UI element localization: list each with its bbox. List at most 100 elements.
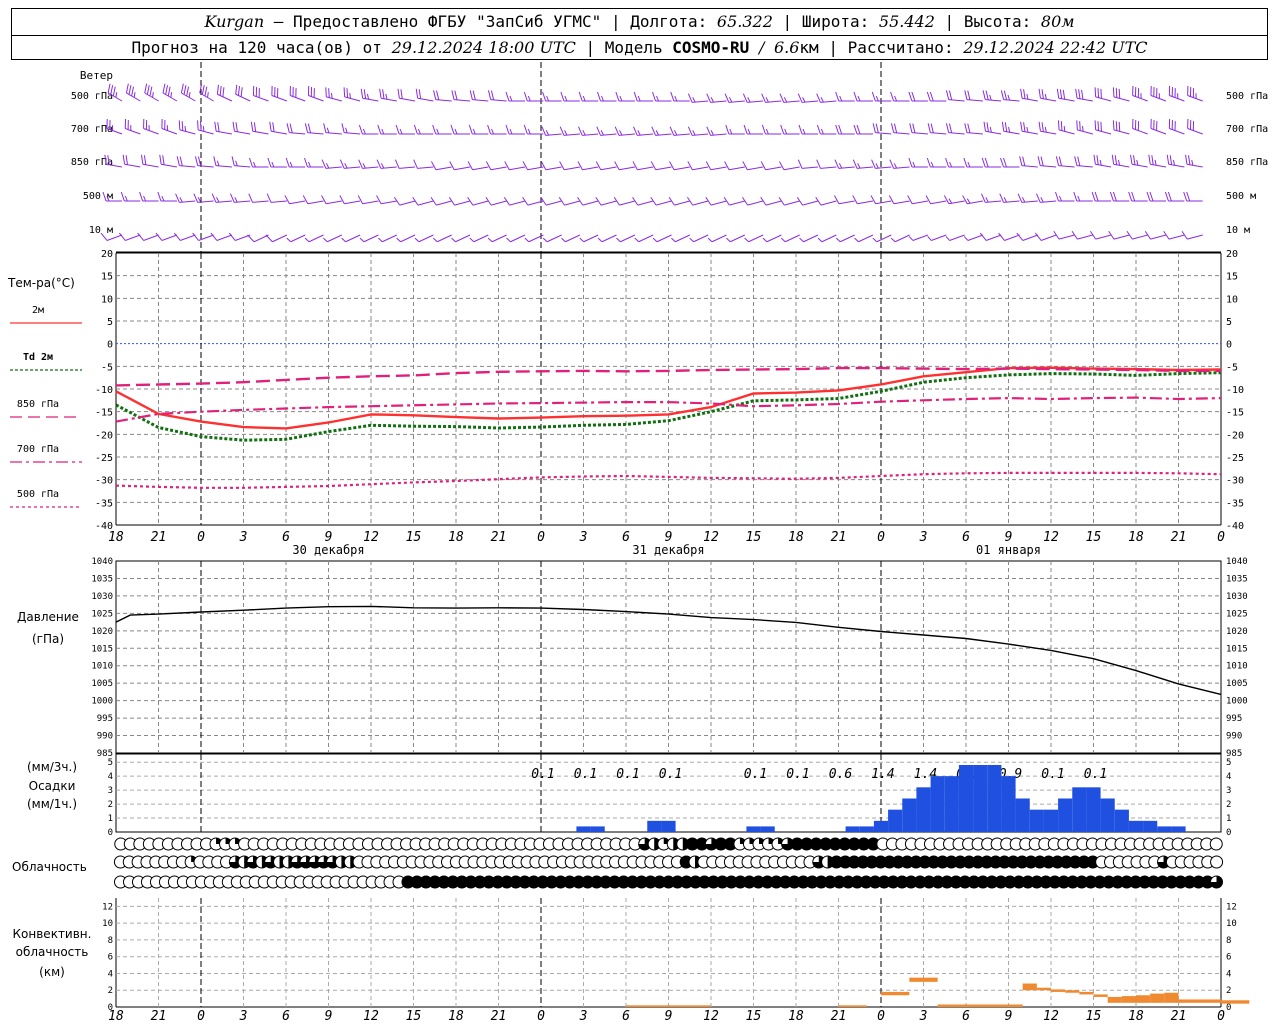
wind-barb bbox=[1126, 230, 1148, 240]
wind-barb-half bbox=[133, 92, 136, 98]
wind-barb-staff bbox=[417, 166, 434, 169]
wind-barb-flag bbox=[1168, 86, 1171, 96]
wind-barb-flag bbox=[632, 196, 639, 206]
pressure-tick-label: 1000 bbox=[91, 697, 113, 707]
pressure-tick-label: 985 bbox=[97, 749, 113, 759]
x-tick-label: 0 bbox=[197, 1009, 205, 1024]
x-tick-label: 3 bbox=[239, 1009, 248, 1024]
day-label: 31 декабря bbox=[632, 543, 704, 557]
wind-barb-flag bbox=[986, 122, 989, 132]
precip-bar bbox=[746, 826, 761, 832]
wind-barb bbox=[1094, 87, 1112, 102]
temp-series-1 bbox=[115, 371, 1222, 442]
precip-bar bbox=[1015, 798, 1030, 832]
wind-barb-half bbox=[1140, 93, 1142, 99]
conv-bar bbox=[626, 1005, 711, 1007]
wind-barb-staff bbox=[197, 165, 214, 168]
wind-barb-flag bbox=[1130, 154, 1133, 165]
wind-barb-flag bbox=[872, 123, 876, 133]
x-tick-label: 15 bbox=[1086, 530, 1102, 545]
precip-bar bbox=[1171, 826, 1186, 832]
wind-barb bbox=[871, 91, 892, 102]
wind-barb-staff bbox=[399, 200, 416, 206]
wind-barb-flag bbox=[237, 86, 240, 96]
wind-barb bbox=[687, 126, 709, 136]
wind-barb-flag bbox=[523, 124, 528, 135]
wind-barb bbox=[724, 93, 745, 103]
wind-barb bbox=[378, 234, 398, 243]
wind-barb bbox=[853, 91, 873, 102]
precip-bar bbox=[1001, 776, 1016, 832]
legend-label: 2м bbox=[32, 305, 44, 316]
wind-barb bbox=[125, 83, 141, 102]
day-label: 01 января bbox=[976, 543, 1041, 557]
temp-tick-label: -35 bbox=[95, 498, 113, 509]
temp-tick-label: -30 bbox=[95, 476, 113, 487]
wind-barb bbox=[651, 126, 672, 136]
wind-barb-staff bbox=[142, 163, 159, 168]
wind-barb-half bbox=[304, 237, 310, 243]
wind-barb bbox=[289, 86, 306, 102]
wind-barb bbox=[307, 86, 324, 102]
wind-barb bbox=[397, 88, 416, 102]
wind-barb-flag bbox=[418, 89, 422, 99]
wind-barb-flag bbox=[1041, 122, 1044, 132]
wind-barb-half bbox=[989, 126, 992, 133]
wind-barb-flag bbox=[448, 196, 455, 206]
wind-barb bbox=[302, 195, 324, 205]
wind-barb-flag bbox=[140, 154, 144, 165]
wind-barb-flag bbox=[199, 83, 203, 94]
wind-barb bbox=[687, 93, 709, 103]
wind-barb bbox=[1090, 230, 1112, 240]
wind-barb-staff bbox=[179, 129, 196, 135]
wind-barb-half bbox=[1044, 126, 1047, 133]
wind-barb bbox=[1034, 232, 1057, 241]
wind-barb-flag bbox=[982, 90, 986, 100]
wind-barb-half bbox=[619, 95, 623, 102]
wind-barb-half bbox=[820, 97, 824, 103]
wind-barb-staff bbox=[1169, 95, 1185, 102]
wind-barb-flag bbox=[798, 124, 803, 135]
x-tick-label: 21 bbox=[491, 530, 507, 545]
wind-barb-flag bbox=[125, 83, 129, 94]
resolution-unit: км bbox=[799, 38, 819, 57]
wind-barb-flag bbox=[687, 93, 693, 103]
wind-barb-flag bbox=[110, 85, 114, 95]
wind-barb-flag bbox=[173, 232, 181, 241]
wind-barb-flag bbox=[469, 90, 473, 100]
wind-barb-staff bbox=[400, 234, 416, 243]
conv-bar bbox=[1065, 990, 1080, 993]
wind-barb-flag bbox=[912, 123, 916, 133]
pressure-title: Давление bbox=[17, 610, 79, 624]
wind-barb-flag bbox=[289, 86, 291, 96]
wind-barb-flag bbox=[252, 86, 255, 96]
wind-barb-flag bbox=[175, 193, 180, 203]
wind-barb-staff bbox=[600, 200, 617, 206]
precip-bar bbox=[916, 787, 931, 832]
wind-barb-staff bbox=[1058, 129, 1075, 135]
wind-barb bbox=[432, 124, 452, 135]
wind-barb-flag bbox=[274, 87, 276, 97]
x-tick-label: 18 bbox=[108, 530, 124, 545]
wind-barb-flag bbox=[816, 93, 821, 103]
wind-barb-flag bbox=[542, 91, 547, 102]
wind-barb-flag bbox=[1075, 88, 1078, 99]
wind-barb bbox=[962, 195, 983, 205]
wind-barb-flag bbox=[167, 86, 171, 97]
wind-barb bbox=[228, 232, 251, 241]
wind-barb-half bbox=[216, 197, 220, 203]
wind-barb-half bbox=[454, 128, 458, 135]
wind-barb bbox=[559, 126, 580, 136]
wind-barb-flag bbox=[742, 196, 749, 206]
wind-barb-flag bbox=[199, 121, 202, 131]
wind-barb-staff bbox=[527, 200, 544, 206]
wind-barb-flag bbox=[307, 86, 310, 96]
x-tick-label: 21 bbox=[151, 530, 167, 545]
wind-barb bbox=[760, 196, 782, 206]
wind-barb-staff bbox=[1095, 234, 1112, 240]
wind-barb bbox=[816, 124, 837, 135]
wind-barb-half bbox=[308, 161, 311, 168]
wind-barb bbox=[650, 196, 672, 206]
wind-barb-flag bbox=[122, 154, 126, 165]
precip-bar bbox=[873, 820, 889, 832]
